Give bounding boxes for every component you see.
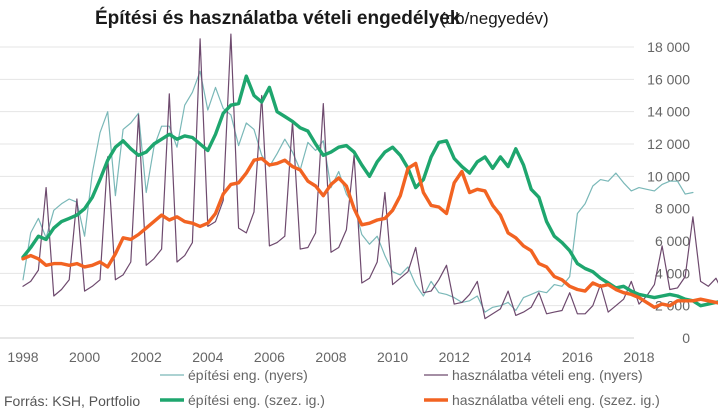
y-tick-label: 6 000 (655, 233, 690, 249)
x-tick-label: 2012 (439, 349, 470, 365)
x-tick-label: 2002 (131, 349, 162, 365)
legend-label: használatba vételi eng. (szez. ig.) (452, 392, 660, 408)
y-tick-label: 18 000 (647, 39, 690, 55)
y-tick-label: 0 (682, 330, 690, 346)
x-tick-label: 2016 (562, 349, 593, 365)
y-tick-label: 8 000 (655, 201, 690, 217)
x-tick-label: 2000 (69, 349, 100, 365)
chart-title: Építési és használatba vételi engedélyek (95, 7, 461, 29)
x-tick-label: 2008 (315, 349, 346, 365)
chart-title-group: Építési és használatba vételi engedélyek… (95, 7, 549, 29)
legend-label: építési eng. (szez. ig.) (188, 392, 325, 408)
legend-label: építési eng. (nyers) (188, 367, 308, 383)
series-layer (21, 33, 718, 320)
y-tick-label: 10 000 (647, 168, 690, 184)
x-axis-ticks: 1998 2000 2002 2004 2006 2008 2010 2012 2014 2016… (7, 349, 654, 365)
x-tick-label: 1998 (7, 349, 38, 365)
series-line-1 (22, 33, 718, 320)
y-tick-label: 14 000 (647, 104, 690, 120)
series-line-0 (22, 70, 694, 313)
x-tick-label: 2010 (377, 349, 408, 365)
y-tick-label: 16 000 (647, 71, 690, 87)
series-line-2 (21, 74, 718, 308)
x-tick-label: 2018 (623, 349, 654, 365)
x-tick-label: 2004 (192, 349, 223, 365)
legend: építési eng. (nyers) használatba vételi e… (160, 367, 660, 408)
y-tick-label: 12 000 (647, 136, 690, 152)
x-tick-label: 2014 (500, 349, 531, 365)
y-tick-label: 4 000 (655, 265, 690, 281)
legend-label: használatba vételi eng. (nyers) (452, 367, 643, 383)
source-note: Forrás: KSH, Portfolio (4, 393, 140, 409)
x-tick-label: 2006 (254, 349, 285, 365)
series-line-3 (21, 156, 718, 309)
chart-unit: (db/negyedév) (440, 9, 549, 28)
